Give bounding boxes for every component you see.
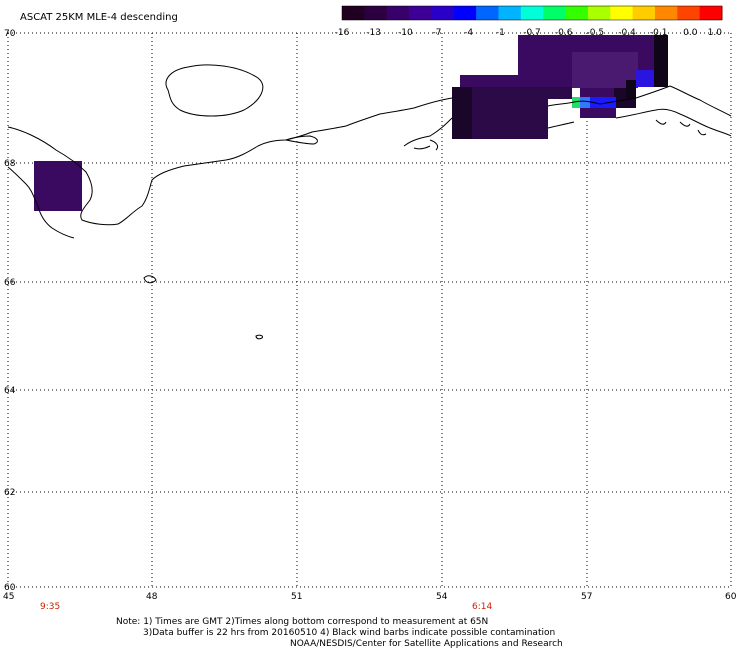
- lat-label: 62: [4, 488, 15, 498]
- colorbar-tick-label: -10: [398, 28, 413, 38]
- latitude-labels: 70 68 66 64 62 60: [4, 29, 16, 593]
- lon-label: 57: [581, 592, 592, 602]
- colorbar-swatch: [386, 6, 410, 20]
- colorbar-frame: [341, 5, 723, 21]
- data-cell: [580, 97, 590, 108]
- lat-label: 68: [4, 159, 16, 169]
- lon-label: 60: [725, 592, 737, 602]
- lon-label: 48: [146, 592, 158, 602]
- ascat-data-cells: [34, 35, 668, 211]
- time-labels: 9:35 6:14: [40, 602, 492, 612]
- colorbar-tick-label: -0.6: [555, 28, 573, 38]
- colorbar-swatch: [543, 6, 567, 20]
- data-cell: [580, 108, 616, 118]
- colorbar-swatch: [632, 6, 656, 20]
- lon-label: 45: [3, 592, 14, 602]
- note-line-2: 3)Data buffer is 22 hrs from 20160510 4)…: [143, 628, 556, 638]
- colorbar-swatch: [565, 6, 589, 20]
- lat-label: 64: [4, 386, 16, 396]
- data-cell: [654, 35, 668, 87]
- longitude-labels: 45 48 51 54 57 60: [3, 592, 737, 602]
- colorbar-swatch: [342, 6, 365, 20]
- colorbar-swatch: [677, 6, 701, 20]
- plot-area: 70 68 66 64 62 60 45 48 51 54 57 60 9:35…: [3, 29, 737, 612]
- time-label: 9:35: [40, 602, 60, 612]
- lat-label: 60: [4, 583, 16, 593]
- data-cell: [626, 80, 636, 98]
- colorbar-swatch: [520, 6, 544, 20]
- data-cell: [636, 70, 654, 87]
- colorbar-swatch: [587, 6, 611, 20]
- colorbar-swatch: [364, 6, 388, 20]
- colorbar-swatch: [476, 6, 499, 20]
- data-cell: [452, 87, 472, 139]
- colorbar-tick-label: 0.0: [683, 28, 698, 38]
- note-line-3: NOAA/NESDIS/Center for Satellite Applica…: [290, 639, 563, 649]
- data-cell: [572, 97, 580, 108]
- colorbar-tick-label: -0.5: [587, 28, 605, 38]
- colorbar-swatch: [431, 6, 455, 20]
- data-cell: [452, 87, 572, 99]
- colorbar-tick-label: -0.1: [650, 28, 668, 38]
- data-cell-left: [34, 161, 82, 211]
- colorbar-swatch: [453, 6, 477, 20]
- lat-label: 70: [4, 29, 16, 39]
- coastlines: [7, 64, 732, 340]
- lat-label: 66: [4, 278, 16, 288]
- note-line-1: Note: 1) Times are GMT 2)Times along bot…: [116, 617, 489, 627]
- lon-label: 54: [436, 592, 448, 602]
- colorbar-swatch: [409, 6, 432, 20]
- colorbar: [341, 5, 723, 21]
- colorbar-swatch: [654, 6, 678, 20]
- grid-lines: [7, 32, 732, 588]
- colorbar-tick-label: -13: [366, 28, 381, 38]
- colorbar-swatch: [699, 6, 723, 20]
- colorbar-swatch: [610, 6, 634, 20]
- map-title: ASCAT 25KM MLE-4 descending: [20, 12, 178, 23]
- lon-label: 51: [291, 592, 302, 602]
- data-cell: [590, 97, 616, 108]
- colorbar-tick-label: 1.0: [708, 28, 723, 38]
- time-label: 6:14: [472, 602, 492, 612]
- colorbar-tick-label: -0.4: [618, 28, 636, 38]
- colorbar-swatch: [498, 6, 522, 20]
- colorbar-tick-label: -16: [335, 28, 350, 38]
